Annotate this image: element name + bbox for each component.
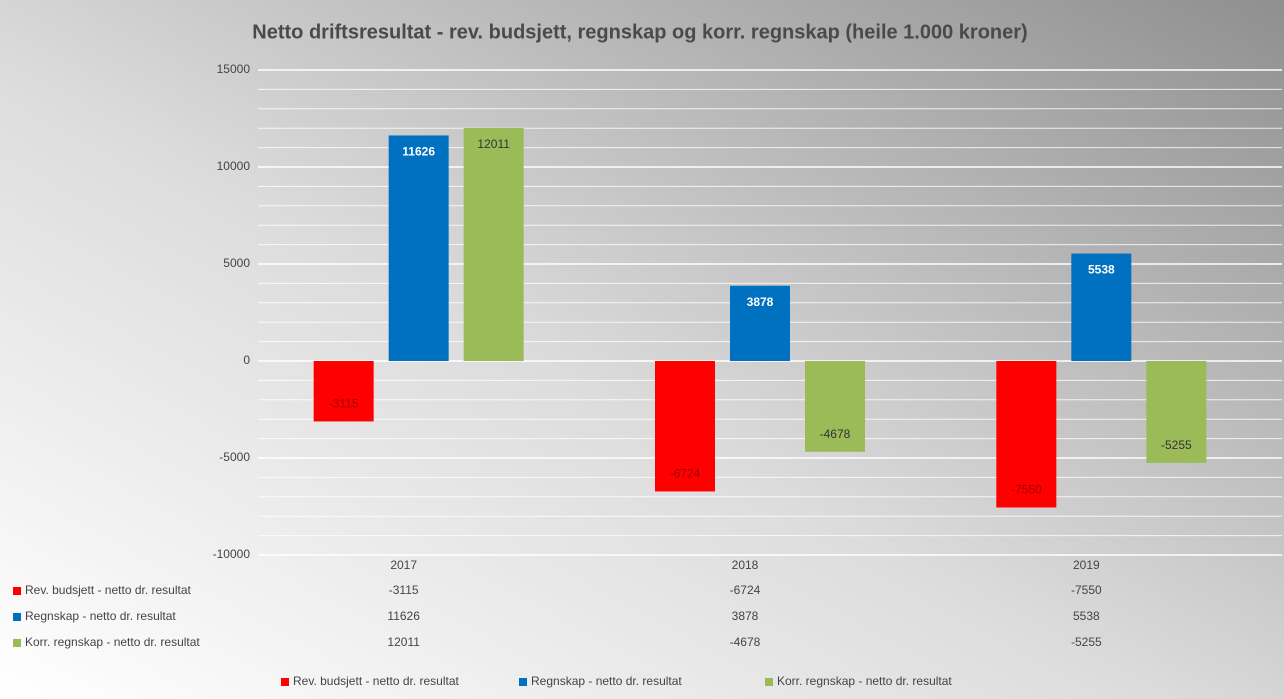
data-label: 11626 [402,145,435,159]
y-tick-label: -5000 [219,450,250,464]
bar [996,361,1057,508]
y-tick-label: 15000 [217,62,251,76]
legend-label: Rev. budsjett - netto dr. resultat [293,674,460,688]
data-label: -5255 [1161,438,1192,452]
y-tick-label: 0 [243,353,250,367]
bar [388,135,449,361]
bar [805,361,865,452]
table-cell: 5538 [1073,609,1100,623]
y-tick-label: -10000 [213,547,251,561]
bar [463,127,524,361]
legend-key [13,587,21,595]
legend-label: Korr. regnskap - netto dr. resultat [777,674,952,688]
data-label: 5538 [1088,263,1115,277]
data-label: -3115 [329,397,359,411]
data-label: -7550 [1011,483,1042,497]
bar [313,361,374,422]
table-row-label: Korr. regnskap - netto dr. resultat [25,635,200,649]
legend-key [13,639,21,647]
table-row-label: Regnskap - netto dr. resultat [25,609,176,623]
x-tick-label: 2018 [732,558,759,572]
table-cell: -6724 [730,583,761,597]
chart-title: Netto driftsresultat - rev. budsjett, re… [252,21,1027,43]
table-cell: -3115 [389,583,419,597]
table-cell: 11626 [387,609,420,623]
table-cell: -7550 [1071,583,1102,597]
bar [1071,253,1132,361]
bar [655,361,715,492]
data-label: -4678 [820,427,851,441]
bar [730,285,790,361]
legend-label: Regnskap - netto dr. resultat [531,674,682,688]
y-tick-label: 5000 [223,256,250,270]
data-label: 3878 [747,295,774,309]
table-row-label: Rev. budsjett - netto dr. resultat [25,583,192,597]
table-cell: 12011 [387,635,420,649]
table-cell: -5255 [1071,635,1102,649]
legend-key [519,678,527,686]
table-cell: -4678 [730,635,761,649]
data-label: -6724 [670,467,701,481]
bar [1146,361,1207,463]
data-label: 12011 [477,137,510,151]
x-tick-label: 2019 [1073,558,1100,572]
legend-key [281,678,289,686]
x-tick-label: 2017 [390,558,417,572]
y-tick-label: 10000 [217,159,251,173]
legend-key [765,678,773,686]
table-cell: 3878 [732,609,759,623]
legend-key [13,613,21,621]
